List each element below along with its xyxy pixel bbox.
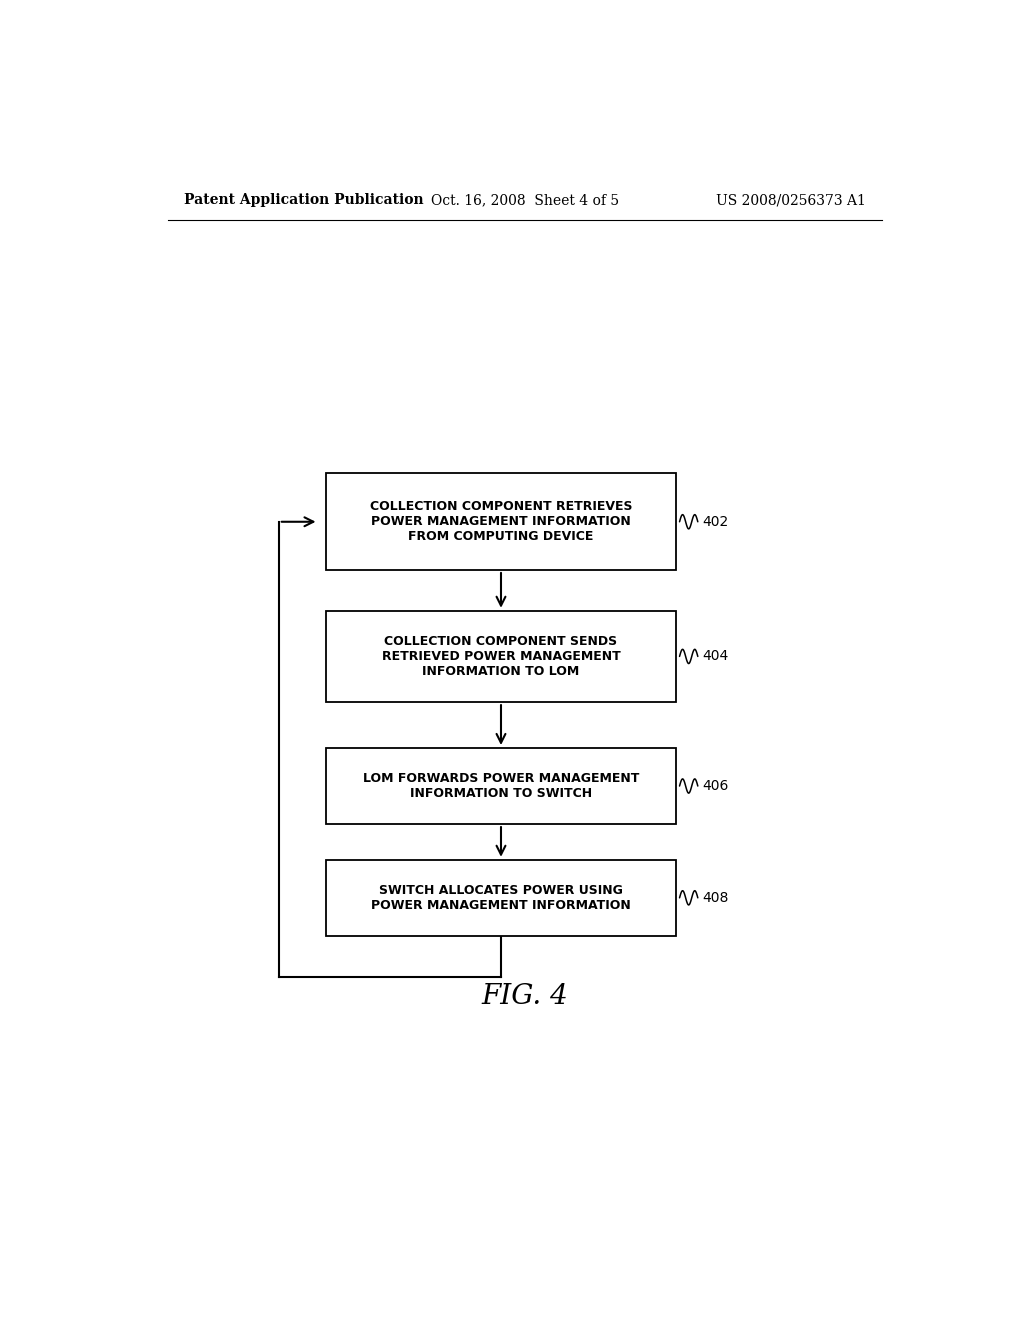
Text: LOM FORWARDS POWER MANAGEMENT
INFORMATION TO SWITCH: LOM FORWARDS POWER MANAGEMENT INFORMATIO… xyxy=(362,772,639,800)
Text: Oct. 16, 2008  Sheet 4 of 5: Oct. 16, 2008 Sheet 4 of 5 xyxy=(431,193,618,207)
Bar xyxy=(327,474,676,570)
Text: US 2008/0256373 A1: US 2008/0256373 A1 xyxy=(716,193,866,207)
Bar xyxy=(327,748,676,824)
Text: Patent Application Publication: Patent Application Publication xyxy=(183,193,423,207)
Text: 404: 404 xyxy=(702,649,729,664)
Text: 406: 406 xyxy=(702,779,729,793)
Text: COLLECTION COMPONENT SENDS
RETRIEVED POWER MANAGEMENT
INFORMATION TO LOM: COLLECTION COMPONENT SENDS RETRIEVED POW… xyxy=(382,635,621,678)
Text: 408: 408 xyxy=(702,891,729,904)
Text: SWITCH ALLOCATES POWER USING
POWER MANAGEMENT INFORMATION: SWITCH ALLOCATES POWER USING POWER MANAG… xyxy=(371,884,631,912)
Bar xyxy=(327,611,676,702)
Text: COLLECTION COMPONENT RETRIEVES
POWER MANAGEMENT INFORMATION
FROM COMPUTING DEVIC: COLLECTION COMPONENT RETRIEVES POWER MAN… xyxy=(370,500,632,544)
Bar xyxy=(327,859,676,936)
Text: FIG. 4: FIG. 4 xyxy=(481,983,568,1010)
Text: 402: 402 xyxy=(702,515,729,529)
